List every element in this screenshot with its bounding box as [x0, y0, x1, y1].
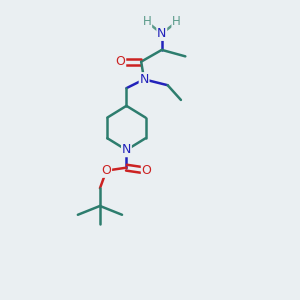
Text: N: N: [140, 73, 149, 86]
Text: H: H: [143, 15, 152, 28]
Text: O: O: [142, 164, 152, 177]
Text: N: N: [157, 27, 167, 40]
Text: O: O: [101, 164, 111, 177]
Text: N: N: [122, 143, 131, 157]
Text: H: H: [172, 15, 181, 28]
Text: O: O: [116, 55, 125, 68]
